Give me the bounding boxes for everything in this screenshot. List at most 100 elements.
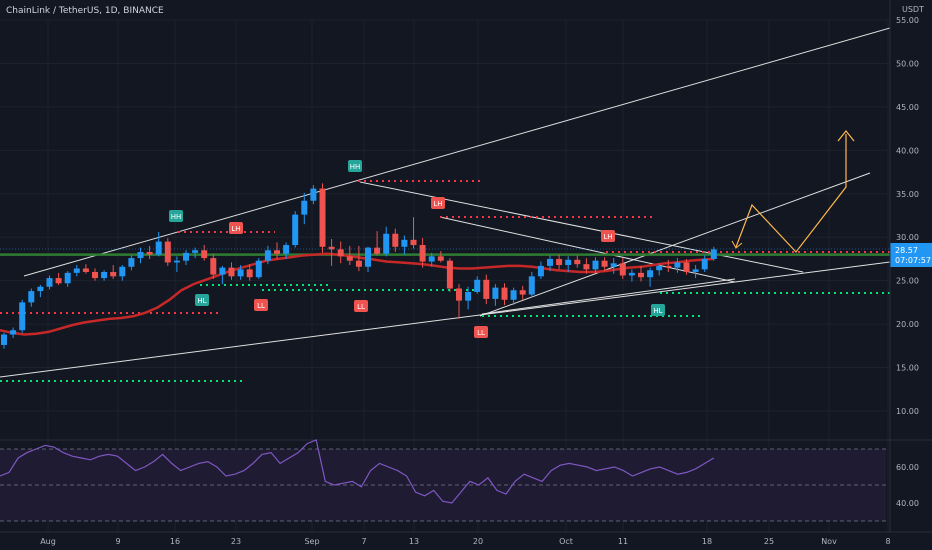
candle[interactable] [46, 275, 53, 290]
candle[interactable] [556, 254, 563, 270]
candle[interactable] [255, 258, 262, 279]
date-tick: 18 [702, 537, 712, 546]
marker-hl[interactable]: HL [651, 304, 665, 316]
candle[interactable] [346, 245, 353, 266]
candle[interactable] [301, 192, 308, 225]
marker-hl[interactable]: HL [195, 294, 209, 306]
candle[interactable] [474, 276, 481, 294]
marker-lh[interactable]: LH [601, 230, 615, 242]
channel-mid-line[interactable] [479, 172, 871, 317]
candle[interactable] [392, 228, 399, 252]
marker-lh[interactable]: LH [229, 222, 243, 234]
rsi-line[interactable] [0, 439, 715, 504]
candle[interactable] [401, 235, 408, 255]
marker-ll[interactable]: LL [254, 299, 268, 311]
candle[interactable] [601, 257, 608, 272]
candle[interactable] [55, 272, 62, 286]
candle[interactable] [456, 284, 462, 319]
candle[interactable] [10, 327, 17, 339]
candle[interactable] [37, 285, 44, 298]
candle[interactable] [710, 246, 717, 261]
candle[interactable] [446, 258, 453, 292]
triangle-lower-line[interactable] [481, 278, 736, 315]
candle[interactable] [583, 258, 590, 274]
candle[interactable] [183, 250, 189, 266]
candle[interactable] [683, 258, 690, 275]
candle[interactable] [28, 288, 35, 307]
projection-path[interactable] [735, 134, 847, 253]
candle[interactable] [73, 265, 80, 277]
candle[interactable] [647, 267, 654, 287]
date-axis[interactable]: Aug 9 16 23 Sep 7 13 20 Oct 11 18 25 Nov 8 [40, 537, 890, 546]
candle[interactable] [638, 265, 644, 282]
candle[interactable] [164, 238, 171, 266]
candle[interactable] [528, 271, 535, 298]
marker-ll[interactable]: LL [474, 326, 488, 338]
candle[interactable] [619, 258, 626, 279]
candle[interactable] [82, 264, 89, 274]
candle[interactable] [92, 268, 98, 281]
candle[interactable] [19, 299, 26, 333]
marker-lh[interactable]: LH [431, 197, 445, 209]
candle[interactable] [501, 283, 508, 305]
candle[interactable] [465, 286, 472, 310]
candle[interactable] [128, 255, 135, 271]
candle[interactable] [374, 231, 381, 256]
candle[interactable] [274, 242, 280, 259]
candle[interactable] [355, 245, 362, 272]
candle[interactable] [365, 246, 371, 272]
candle[interactable] [201, 245, 208, 261]
candle[interactable] [610, 258, 617, 274]
candle[interactable] [547, 255, 553, 272]
marker-hh[interactable]: HH [348, 160, 362, 172]
candle[interactable] [283, 242, 290, 259]
candle[interactable] [510, 287, 517, 305]
candle[interactable] [237, 265, 244, 280]
candle[interactable] [492, 284, 499, 306]
candle[interactable] [428, 252, 435, 267]
candle[interactable] [410, 217, 417, 249]
candle[interactable] [64, 271, 71, 287]
candle[interactable] [674, 258, 681, 273]
ma-short-line[interactable] [0, 252, 714, 336]
candle[interactable] [483, 274, 490, 305]
candle[interactable] [210, 253, 217, 279]
candle-body [19, 302, 26, 331]
marker-hh[interactable]: HH [169, 210, 183, 222]
candle[interactable] [574, 255, 581, 268]
candle[interactable] [437, 251, 444, 263]
marker-ll[interactable]: LL [354, 300, 368, 312]
candle[interactable] [155, 232, 162, 257]
candle[interactable] [192, 247, 199, 259]
candle[interactable] [246, 264, 253, 281]
candle[interactable] [1, 332, 7, 349]
price-axis[interactable]: 55.00 50.00 45.00 40.00 35.00 30.00 25.00 20.00… [889, 0, 919, 532]
channel-lower-line[interactable] [0, 261, 891, 378]
candle[interactable] [565, 256, 572, 272]
candle[interactable] [701, 255, 708, 272]
candle[interactable] [219, 265, 226, 285]
candle[interactable] [146, 245, 153, 259]
candle[interactable] [310, 185, 317, 205]
candle[interactable] [665, 259, 672, 272]
candle[interactable] [592, 257, 599, 273]
candle[interactable] [101, 270, 108, 281]
candle[interactable] [692, 265, 699, 279]
candle[interactable] [137, 247, 144, 264]
candle[interactable] [383, 226, 390, 257]
candle[interactable] [292, 211, 299, 248]
candle[interactable] [319, 183, 326, 253]
candle[interactable] [119, 265, 126, 281]
candle[interactable] [519, 285, 526, 300]
candle[interactable] [537, 261, 544, 279]
candle[interactable] [228, 262, 235, 280]
candle[interactable] [173, 256, 180, 272]
channel-upper-line[interactable] [23, 27, 891, 277]
candle[interactable] [110, 265, 117, 279]
candle[interactable] [328, 238, 335, 266]
candle[interactable] [337, 241, 344, 264]
candle[interactable] [419, 238, 426, 268]
candle[interactable] [628, 269, 635, 282]
candle[interactable] [656, 263, 663, 276]
